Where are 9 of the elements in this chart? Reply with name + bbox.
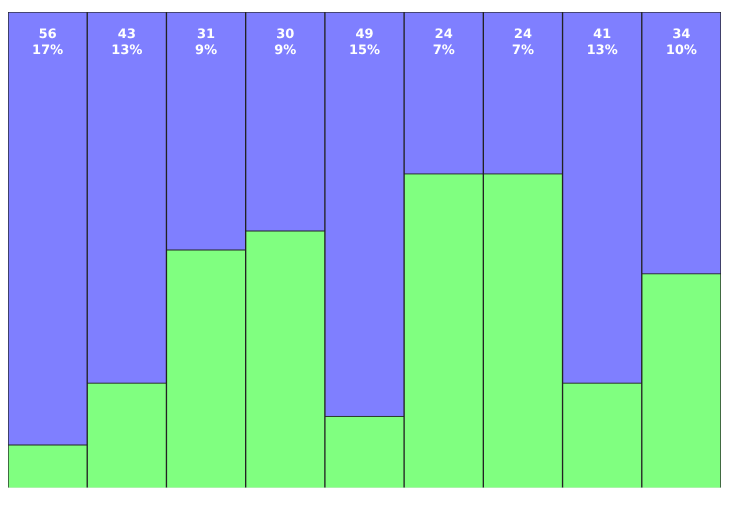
- annotation: 34 10%: [666, 26, 697, 58]
- annotation: 30 9%: [274, 26, 296, 58]
- annotation: 24 7%: [432, 26, 455, 58]
- annotation: 24 7%: [512, 26, 534, 58]
- annotation: 49 15%: [348, 26, 380, 58]
- annotation: 31 9%: [195, 26, 218, 58]
- annotation: 56 17%: [32, 26, 64, 58]
- annotation: 43 13%: [111, 26, 142, 58]
- annotation: 41 13%: [586, 26, 618, 58]
